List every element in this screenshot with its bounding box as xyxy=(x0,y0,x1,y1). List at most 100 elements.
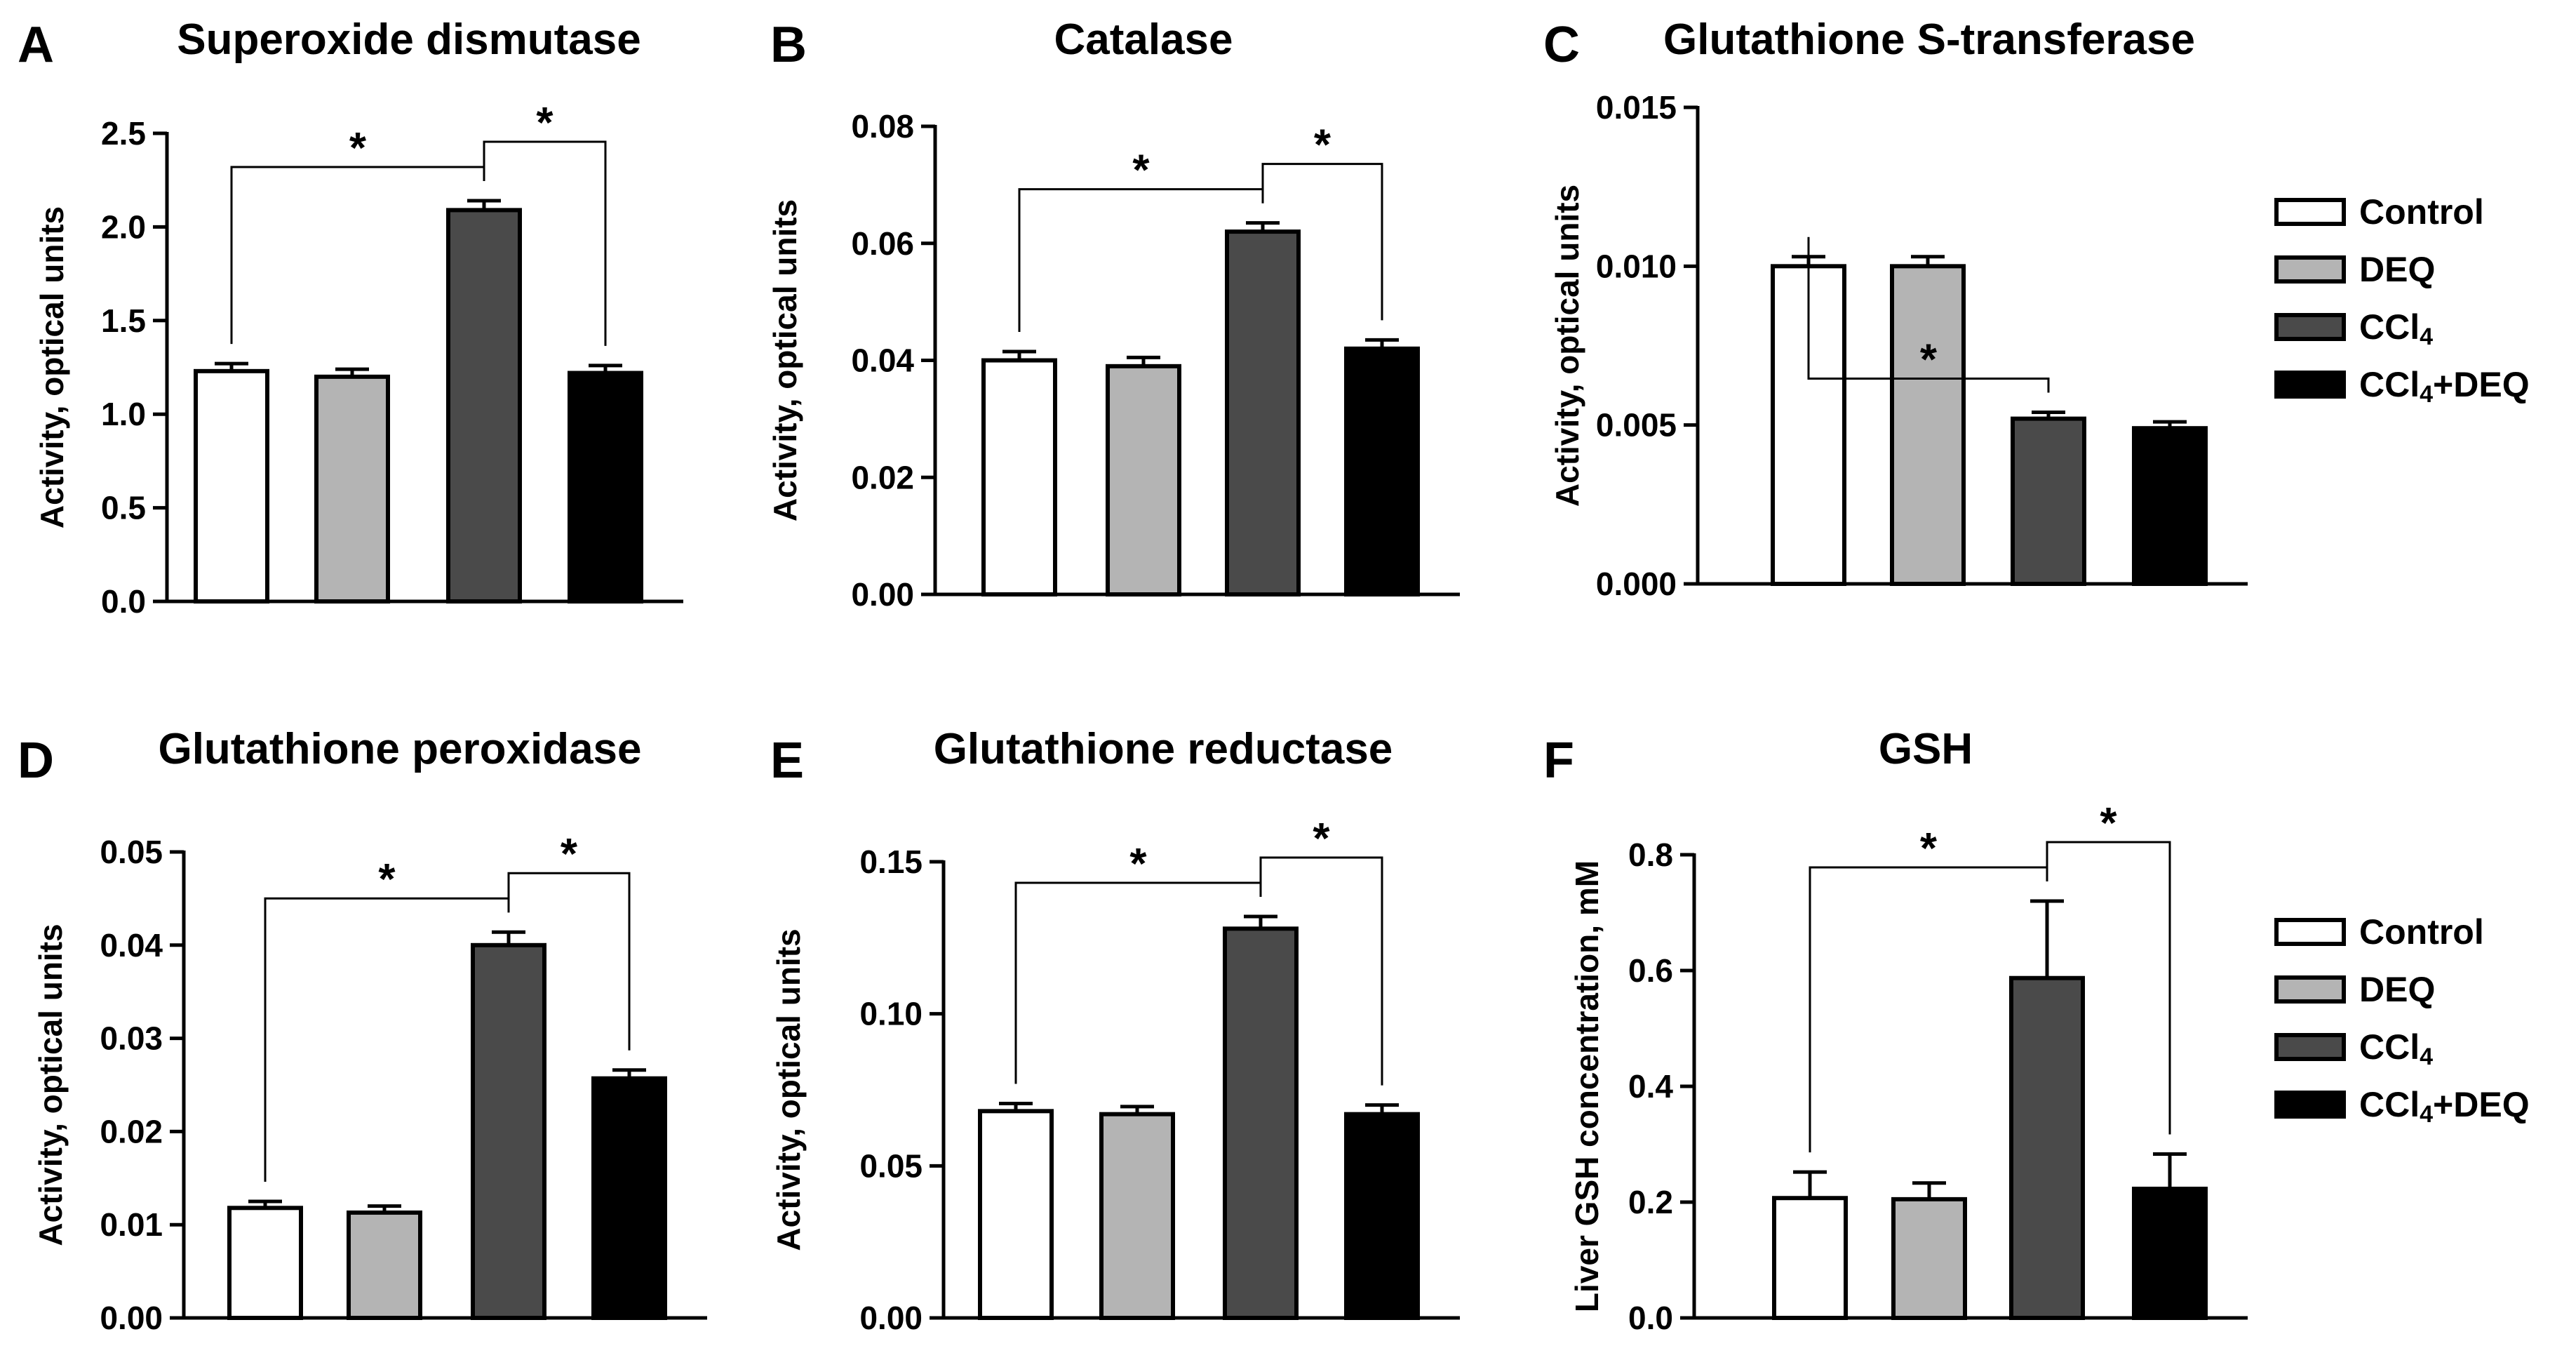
legend-label-subscript: 4 xyxy=(2420,381,2433,408)
y-tick-label: 0.03 xyxy=(100,1020,163,1057)
y-tick-label: 0.005 xyxy=(1596,407,1677,444)
significance-star: * xyxy=(1314,121,1331,170)
panel-a: A Superoxide dismutase Activity, optical u… xyxy=(18,15,683,620)
y-tick-label: 1.0 xyxy=(101,396,146,432)
y-tick-label: 1.5 xyxy=(101,302,146,339)
legend-label-text: Control xyxy=(2359,912,2484,952)
panel-title: Glutathione peroxidase xyxy=(158,725,641,773)
legend-label: DEQ xyxy=(2359,250,2435,289)
panel-e: E Glutathione reductase Activity, optical … xyxy=(770,725,1460,1336)
panel-b: B Catalase Activity, optical units 0.00 0.02… xyxy=(767,15,1460,613)
legend-label-suffix: +DEQ xyxy=(2433,365,2530,404)
legend-label-text: Control xyxy=(2359,192,2484,232)
bar-c-4 xyxy=(2132,426,2208,587)
y-tick-label: 0.08 xyxy=(851,108,914,145)
y-tick-label: 0.02 xyxy=(851,459,914,495)
y-tick-label: 0.6 xyxy=(1628,952,1673,989)
legend-label-text: DEQ xyxy=(2359,970,2435,1009)
bar-d-4 xyxy=(591,1076,667,1320)
bar-f-1 xyxy=(1772,1196,1848,1320)
legend-swatch xyxy=(2274,975,2346,1004)
panel-title: Superoxide dismutase xyxy=(177,15,641,64)
panel-f: F GSH Liver GSH concentration, mM 0.0 0.2 0.4… xyxy=(1543,725,2248,1336)
legend-label-text: CCl xyxy=(2359,365,2420,404)
y-tick-label: 0.0 xyxy=(1628,1300,1673,1336)
panel-title: GSH xyxy=(1879,725,1973,773)
legend-item-4: CCl4+DEQ xyxy=(2274,1085,2530,1128)
panel-letter: E xyxy=(770,733,804,789)
significance-bracket xyxy=(1261,163,1383,321)
legend-item-3: CCl4 xyxy=(2274,307,2433,350)
significance-bracket xyxy=(1259,856,1383,1086)
y-tick-label: 0.015 xyxy=(1596,89,1677,126)
legend-label-subscript: 4 xyxy=(2420,324,2433,350)
legend-item-2: DEQ xyxy=(2274,250,2435,289)
legend-label-text: CCl xyxy=(2359,1027,2420,1067)
y-tick-label: 0.00 xyxy=(851,576,914,613)
legend-swatch xyxy=(2274,255,2346,284)
y-axis-label: Activity, optical units xyxy=(34,206,70,528)
bar-a-1 xyxy=(194,368,269,604)
panel-letter: D xyxy=(18,733,54,789)
y-axis-label: Liver GSH concentration, mM xyxy=(1569,860,1605,1312)
legend-label: CCl4 xyxy=(2359,307,2433,350)
y-tick-label: 0.04 xyxy=(851,342,914,379)
y-tick-label: 0.15 xyxy=(859,844,923,880)
legend-label-subscript: 4 xyxy=(2420,1101,2433,1128)
significance-star: * xyxy=(1129,840,1147,888)
significance-star: * xyxy=(2100,799,2117,848)
significance-star: * xyxy=(1132,147,1150,195)
legend-item-4: CCl4+DEQ xyxy=(2274,365,2530,408)
y-tick-label: 0.05 xyxy=(859,1147,923,1184)
bar-a-2 xyxy=(314,374,390,604)
legend-label: CCl4+DEQ xyxy=(2359,365,2530,408)
bar-f-3 xyxy=(2009,975,2085,1320)
bar-f-4 xyxy=(2132,1187,2208,1321)
y-tick-label: 2.0 xyxy=(101,208,146,245)
bar-b-3 xyxy=(1225,229,1301,596)
significance-bracket xyxy=(1807,236,2050,393)
legend-label-suffix: +DEQ xyxy=(2433,1085,2530,1124)
panel-title: Catalase xyxy=(1054,15,1233,64)
y-tick-label: 0.5 xyxy=(101,490,146,526)
legend-label-text: CCl xyxy=(2359,1085,2420,1124)
bar-e-3 xyxy=(1223,926,1299,1321)
legend-swatch xyxy=(2274,198,2346,226)
y-tick-label: 0.10 xyxy=(859,996,923,1032)
legend-item-1: Control xyxy=(2274,912,2484,952)
y-tick-label: 0.00 xyxy=(100,1300,163,1336)
legend-item-3: CCl4 xyxy=(2274,1027,2433,1070)
y-tick-label: 0.06 xyxy=(851,225,914,262)
y-tick-label: 0.02 xyxy=(100,1113,163,1149)
legend-label: Control xyxy=(2359,192,2484,232)
panel-title: Glutathione reductase xyxy=(934,725,1393,773)
y-tick-label: 0.04 xyxy=(100,927,163,964)
significance-star: * xyxy=(349,124,367,173)
y-tick-label: 0.000 xyxy=(1596,566,1677,602)
y-axis-label: Activity, optical units xyxy=(32,924,69,1246)
legend-swatch xyxy=(2274,1033,2346,1061)
y-tick-label: 2.5 xyxy=(101,115,146,152)
y-tick-label: 0.05 xyxy=(100,834,163,870)
legend-swatch xyxy=(2274,371,2346,399)
panel-c: C Glutathione S-transferase Activity, opti… xyxy=(1543,15,2248,602)
y-tick-label: 0.010 xyxy=(1596,248,1677,284)
bar-e-1 xyxy=(978,1109,1054,1321)
legend-item-1: Control xyxy=(2274,192,2484,232)
significance-star: * xyxy=(536,99,554,147)
significance-star: * xyxy=(1920,336,1938,385)
legend-swatch xyxy=(2274,918,2346,946)
legend-item-2: DEQ xyxy=(2274,970,2435,1009)
bar-b-1 xyxy=(981,358,1057,596)
legend-label: CCl4+DEQ xyxy=(2359,1085,2530,1128)
panel-letter: F xyxy=(1543,733,1574,789)
significance-bracket xyxy=(507,872,631,1051)
significance-star: * xyxy=(378,855,396,904)
legend-label-text: CCl xyxy=(2359,307,2420,347)
y-tick-label: 0.00 xyxy=(859,1300,923,1336)
significance-bracket xyxy=(2046,841,2171,1135)
bar-a-4 xyxy=(568,371,643,604)
significance-star: * xyxy=(1313,815,1330,863)
